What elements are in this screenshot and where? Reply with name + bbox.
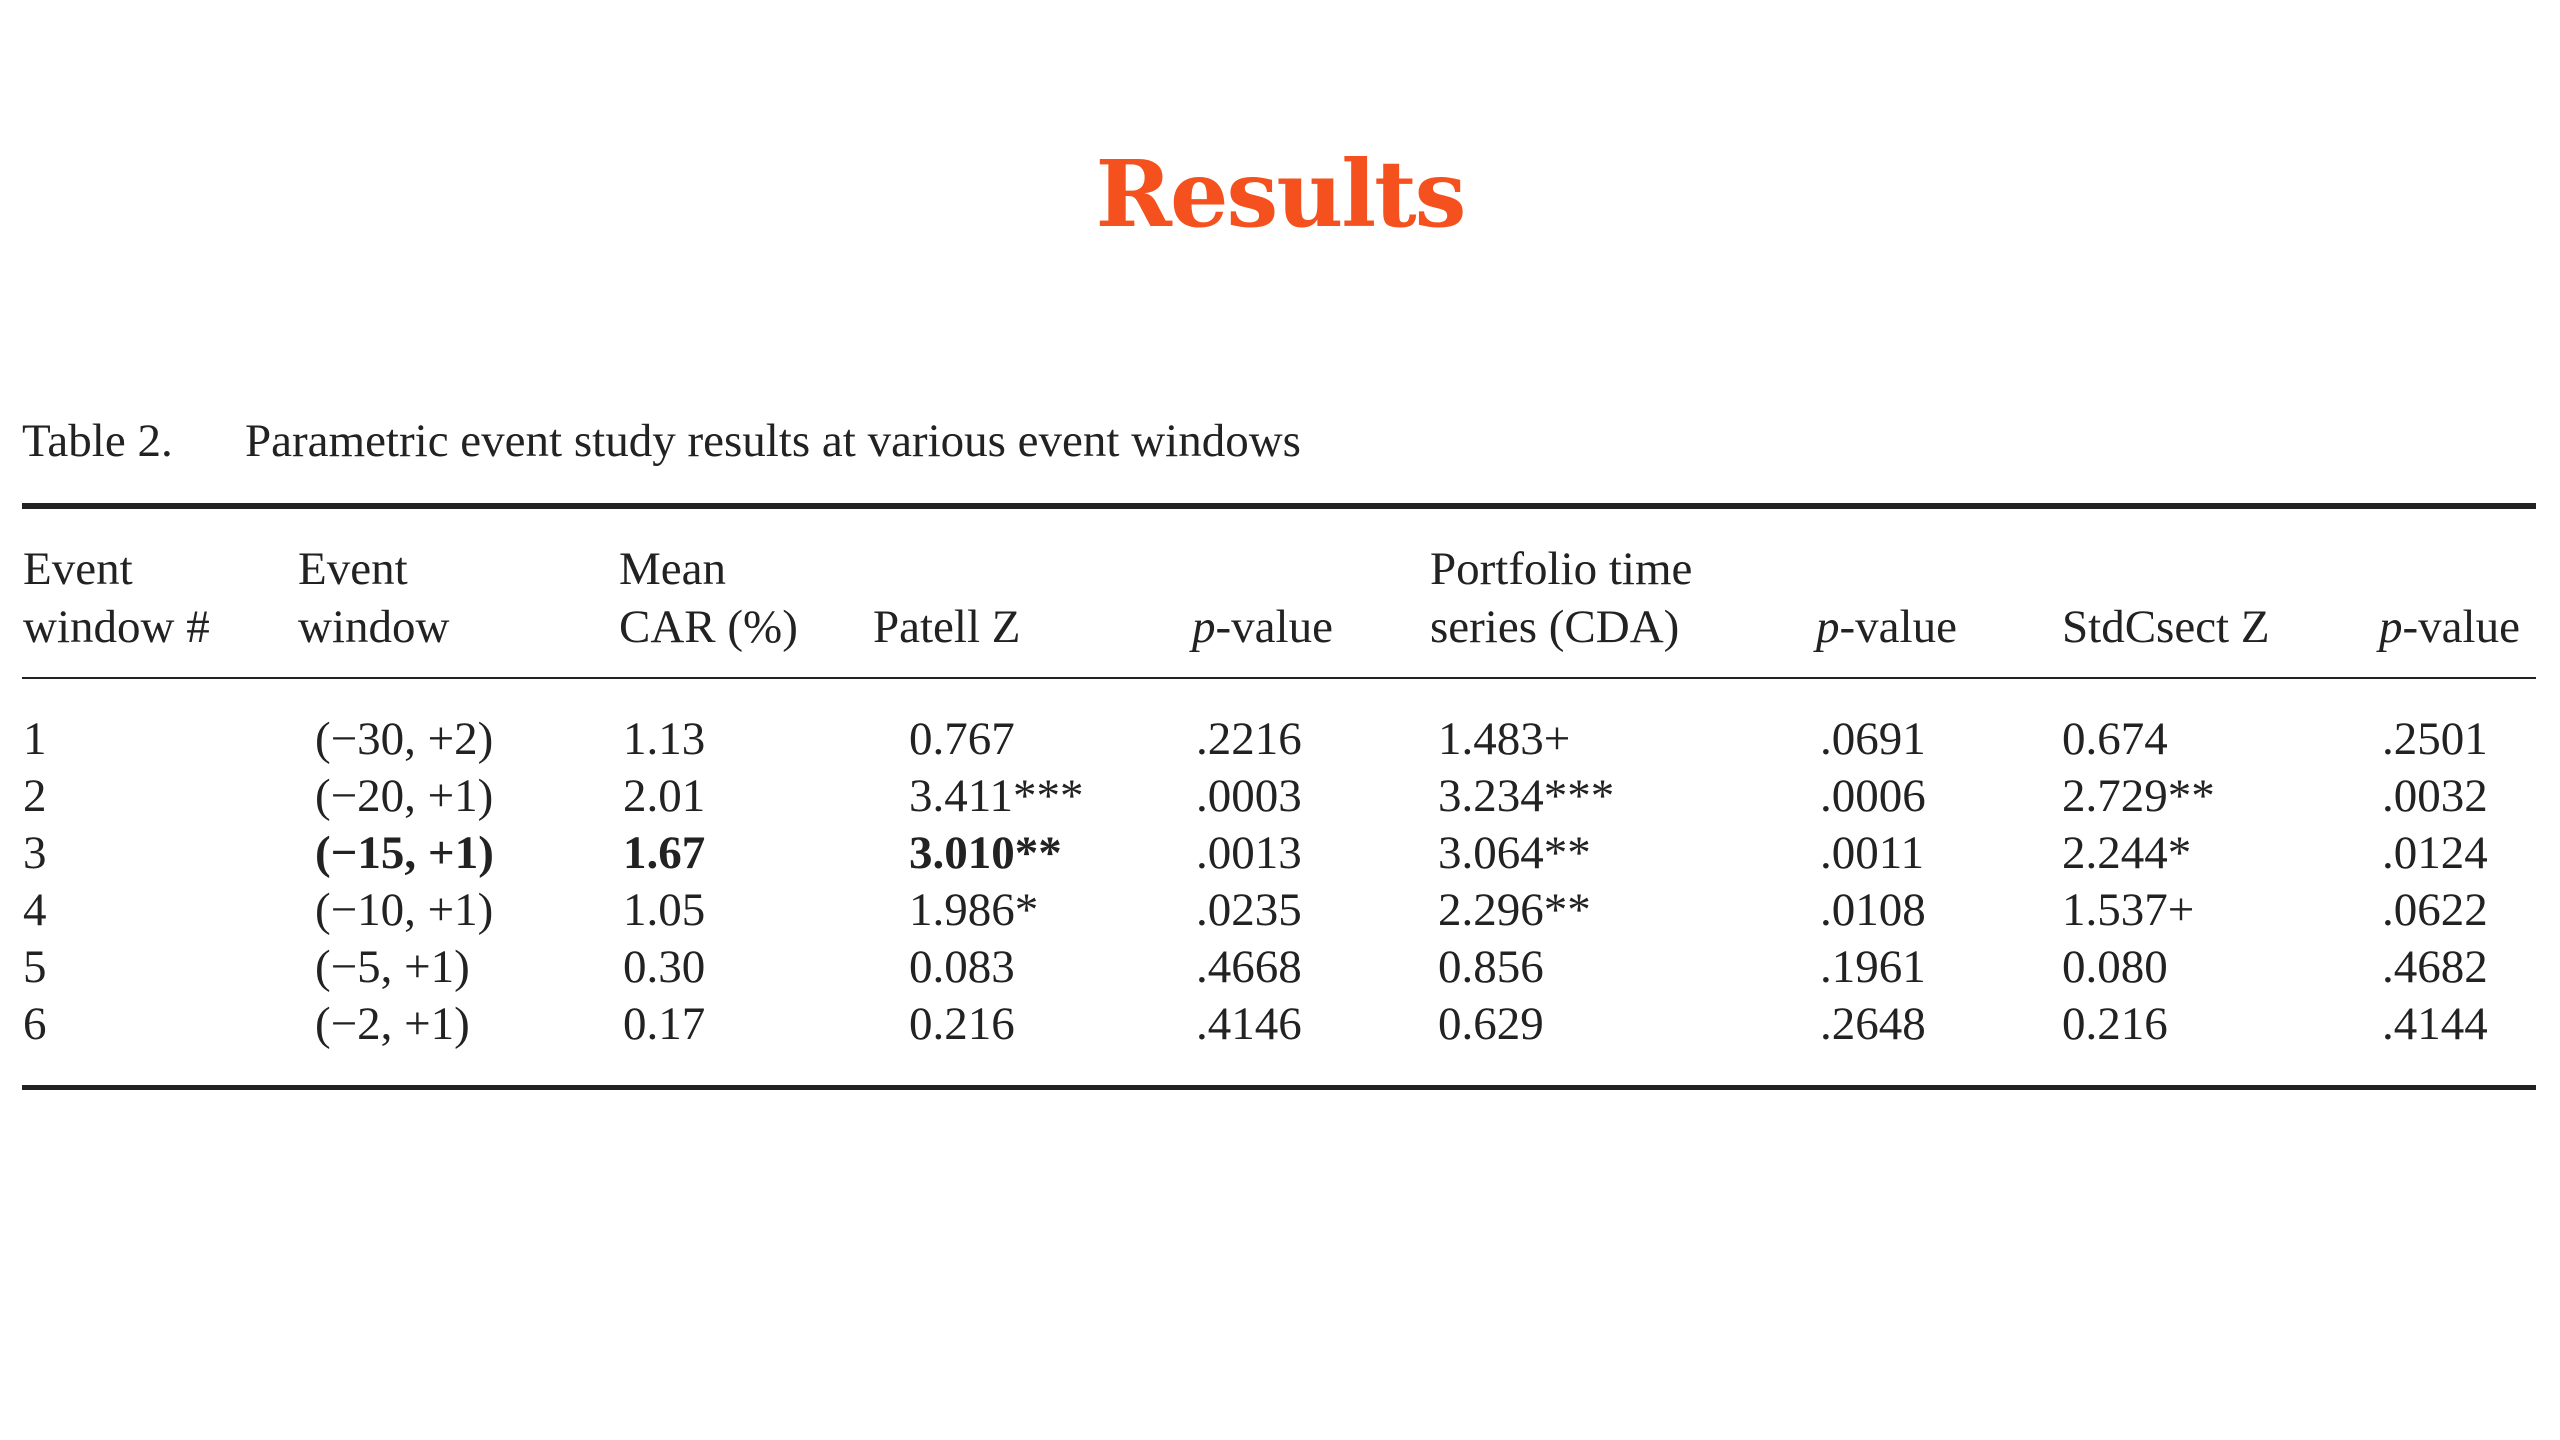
table-cell: .4146: [1196, 998, 1302, 1050]
table-cell: (−15, +1): [315, 827, 494, 879]
table-cell: 3.064**: [1438, 827, 1591, 879]
table-cell: .0235: [1196, 884, 1302, 936]
table-cell: .2501: [2382, 713, 2488, 765]
table-cell: 2.729**: [2062, 770, 2215, 822]
table-caption: Parametric event study results at variou…: [245, 415, 1301, 467]
table-cell: 1.05: [623, 884, 706, 936]
table-cell: 6: [23, 998, 47, 1050]
column-header: p-value: [2379, 601, 2520, 653]
column-header: p-value: [1816, 601, 1957, 653]
column-header: Portfolio time: [1430, 543, 1693, 595]
table-cell: 0.17: [623, 998, 706, 1050]
table-cell: 1: [23, 713, 47, 765]
table-cell: .4668: [1196, 941, 1302, 993]
table-cell: 3: [23, 827, 47, 879]
column-header: StdCsect Z: [2062, 601, 2270, 653]
table-cell: (−20, +1): [315, 770, 494, 822]
table-cell: .4682: [2382, 941, 2488, 993]
table-cell: .2216: [1196, 713, 1302, 765]
table-cell: 3.010**: [909, 827, 1062, 879]
column-header: p-value: [1192, 601, 1333, 653]
column-header: series (CDA): [1430, 601, 1680, 653]
table-cell: 4: [23, 884, 47, 936]
table-cell: 1.483+: [1438, 713, 1571, 765]
table-cell: .4144: [2382, 998, 2488, 1050]
table-cell: 1.67: [623, 827, 706, 879]
table-cell: 0.767: [909, 713, 1015, 765]
slide-title: Results: [1095, 140, 1467, 248]
table-cell: .0124: [2382, 827, 2488, 879]
table-cell: (−10, +1): [315, 884, 494, 936]
table-cell: 1.986*: [909, 884, 1039, 936]
table-cell: 0.083: [909, 941, 1015, 993]
bottom-rule: [22, 1085, 2536, 1090]
table-cell: .1961: [1820, 941, 1926, 993]
table-cell: 0.629: [1438, 998, 1544, 1050]
table-cell: 2: [23, 770, 47, 822]
table-cell: .0013: [1196, 827, 1302, 879]
table-cell: (−2, +1): [315, 998, 470, 1050]
table-cell: 0.080: [2062, 941, 2168, 993]
table-cell: 0.856: [1438, 941, 1544, 993]
column-header: window: [298, 601, 450, 653]
column-header: Mean: [619, 543, 727, 595]
top-rule: [22, 503, 2536, 509]
table-cell: 0.216: [2062, 998, 2168, 1050]
column-header: Event: [23, 543, 133, 595]
table-cell: 2.296**: [1438, 884, 1591, 936]
column-header: Patell Z: [873, 601, 1021, 653]
table-cell: .2648: [1820, 998, 1926, 1050]
table-cell: (−30, +2): [315, 713, 494, 765]
table-label: Table 2.: [22, 415, 173, 467]
table-cell: .0003: [1196, 770, 1302, 822]
table-cell: 0.30: [623, 941, 706, 993]
table-cell: .0006: [1820, 770, 1926, 822]
table-cell: 2.244*: [2062, 827, 2192, 879]
table-cell: 1.13: [623, 713, 706, 765]
mid-rule: [22, 677, 2536, 679]
column-header: Event: [298, 543, 408, 595]
table-cell: 3.234***: [1438, 770, 1615, 822]
table-cell: 2.01: [623, 770, 706, 822]
table-cell: (−5, +1): [315, 941, 470, 993]
table-cell: 0.216: [909, 998, 1015, 1050]
table-cell: 1.537+: [2062, 884, 2195, 936]
table-cell: .0032: [2382, 770, 2488, 822]
table-cell: 0.674: [2062, 713, 2168, 765]
column-header: CAR (%): [619, 601, 798, 653]
table-cell: .0622: [2382, 884, 2488, 936]
table-cell: .0691: [1820, 713, 1926, 765]
column-header: window #: [23, 601, 210, 653]
table-cell: .0011: [1820, 827, 1925, 879]
table-cell: 5: [23, 941, 47, 993]
table-cell: .0108: [1820, 884, 1926, 936]
table-cell: 3.411***: [909, 770, 1084, 822]
